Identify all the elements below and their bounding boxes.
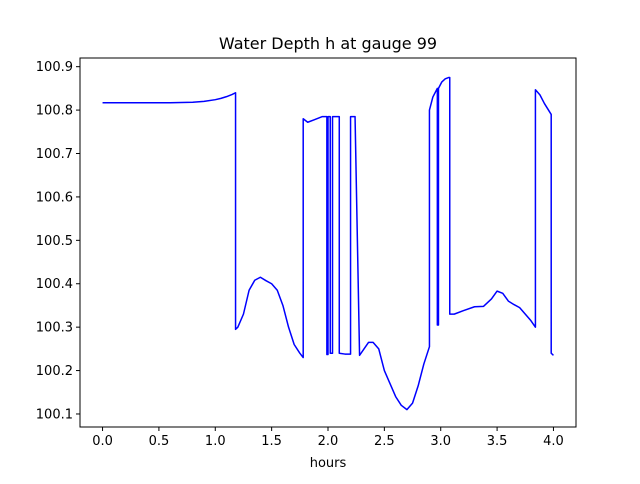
y-tick-label: 100.9 — [36, 60, 73, 75]
x-tick-label: 0.5 — [149, 434, 170, 449]
y-tick-label: 100.3 — [36, 321, 73, 336]
y-tick-label: 100.2 — [36, 364, 73, 379]
y-tick-label: 100.6 — [36, 190, 73, 205]
y-tick-label: 100.5 — [36, 234, 73, 249]
x-tick-label: 3.5 — [487, 434, 508, 449]
plot-area — [102, 76, 554, 411]
x-tick-label: 2.0 — [318, 434, 339, 449]
x-tick-label: 2.5 — [374, 434, 395, 449]
chart-title: Water Depth h at gauge 99 — [219, 34, 437, 53]
x-tick-label: 1.5 — [261, 434, 282, 449]
y-tick-label: 100.4 — [36, 277, 73, 292]
y-axis: 100.1 100.2 100.3 100.4 100.5 100.6 100.7 100.8… — [36, 60, 80, 422]
x-axis: 0.0 0.5 1.0 1.5 2.0 2.5 3.0 3.5 4.0 — [92, 427, 564, 449]
x-axis-label: hours — [310, 456, 347, 471]
x-tick-label: 0.0 — [92, 434, 113, 449]
y-tick-label: 100.7 — [36, 147, 73, 162]
x-tick-label: 4.0 — [543, 434, 564, 449]
x-tick-label: 3.0 — [430, 434, 451, 449]
y-tick-label: 100.8 — [36, 104, 73, 119]
x-tick-label: 1.0 — [205, 434, 226, 449]
y-tick-label: 100.1 — [36, 407, 73, 422]
series-line — [102, 76, 554, 411]
